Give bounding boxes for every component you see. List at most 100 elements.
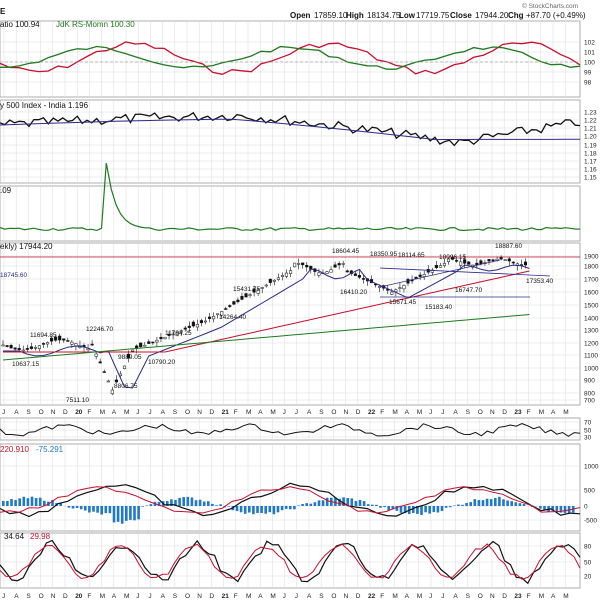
- ratio-tick-label: 1.16: [584, 167, 597, 174]
- candle-body: [29, 346, 33, 349]
- candle-body: [341, 263, 345, 265]
- x-axis-label-bottom: A: [14, 593, 19, 600]
- macd-bar: [157, 501, 161, 506]
- macd-bar: [6, 500, 9, 506]
- x-axis-label: D: [63, 409, 68, 416]
- price-annotation: 16410.20: [340, 289, 367, 296]
- candle-body: [325, 271, 329, 274]
- candle-body: [66, 340, 70, 342]
- x-axis-label: O: [39, 409, 44, 416]
- candle-body: [220, 311, 224, 316]
- candle-body: [479, 260, 483, 265]
- x-axis-label: M: [246, 409, 251, 416]
- macd-bar: [79, 506, 83, 510]
- candle-body: [503, 259, 507, 262]
- candle-body: [228, 305, 232, 307]
- candle-body: [147, 341, 151, 344]
- x-axis-label: D: [502, 409, 507, 416]
- x-axis-label-bottom: N: [490, 593, 495, 600]
- x-axis-label-bottom: M: [392, 593, 397, 600]
- macd-bar: [264, 506, 267, 514]
- x-axis-label-bottom: N: [197, 593, 202, 600]
- price-tick-label: 700: [584, 398, 595, 405]
- candle-body: [5, 345, 9, 347]
- macd-bar: [133, 506, 136, 521]
- macd-bar: [248, 506, 251, 513]
- close-value: 17944.20: [475, 11, 509, 20]
- price-annotation: 15671.45: [389, 299, 416, 306]
- macd-bar: [284, 506, 288, 509]
- candle-body: [446, 258, 451, 262]
- ratio-tick-label: 1.15: [584, 175, 597, 182]
- macd-bar: [276, 506, 280, 513]
- macd-bar: [313, 502, 317, 506]
- candle-body: [37, 345, 42, 349]
- candle-body: [25, 348, 29, 350]
- x-axis-label-bottom: A: [161, 593, 166, 600]
- x-axis-label-bottom: A: [551, 593, 556, 600]
- x-axis-label-bottom: J: [148, 593, 151, 600]
- candle-body: [252, 288, 256, 293]
- price-annotation: 15431.75: [233, 286, 260, 293]
- macd-line: [0, 482, 581, 518]
- macd-bar: [358, 499, 362, 506]
- macd-bar: [395, 506, 399, 511]
- candle-body: [353, 273, 357, 276]
- macd-bar: [350, 498, 354, 506]
- rsi-tick-label: 70: [584, 420, 592, 427]
- macd-tick-label: -500: [584, 518, 597, 525]
- candle-body: [272, 279, 276, 282]
- macd-bar: [26, 498, 30, 506]
- macd-bar: [375, 504, 378, 506]
- price-ma-long: [2, 314, 530, 361]
- rrg-momentum-line: [0, 45, 581, 70]
- x-axis-label-bottom: M: [100, 593, 105, 600]
- candle-body: [256, 289, 260, 294]
- candle-body: [203, 320, 208, 323]
- macd-bar: [539, 506, 542, 509]
- x-axis-label: O: [185, 409, 190, 416]
- macd-bar: [494, 497, 497, 506]
- macd-bar: [346, 498, 349, 506]
- x-axis-label-bottom: A: [405, 593, 410, 600]
- chg-label: Chg: [508, 11, 524, 20]
- price-annotation: 17353.40: [526, 278, 553, 285]
- candle-body: [284, 272, 289, 277]
- macd-bar: [149, 504, 153, 506]
- macd-bar: [202, 501, 206, 506]
- macd-bar: [2, 500, 5, 506]
- x-axis-label: N: [490, 409, 495, 416]
- macd-bar: [469, 502, 472, 506]
- macd-bar: [420, 506, 423, 515]
- x-axis-label: M: [100, 409, 105, 416]
- candle-body: [127, 353, 131, 359]
- macd-bar: [137, 506, 140, 520]
- macd-bar: [444, 506, 448, 508]
- candle-body: [289, 270, 293, 274]
- macd-bar: [293, 506, 296, 510]
- candle-body: [187, 325, 191, 328]
- macd-bar: [239, 506, 243, 513]
- macd-bar: [145, 505, 149, 506]
- candle-body: [102, 371, 106, 373]
- x-axis-label: M: [270, 409, 275, 416]
- x-axis-label: A: [307, 409, 312, 416]
- macd-bar: [473, 499, 477, 506]
- macd-bar: [338, 498, 341, 506]
- x-axis-label-bottom: M: [124, 593, 129, 600]
- macd-bar: [362, 501, 366, 506]
- x-axis-label-bottom: F: [234, 593, 238, 600]
- high-label: High: [346, 11, 364, 20]
- ratio-ma-line: [0, 118, 580, 141]
- x-axis-label: J: [441, 409, 444, 416]
- macd-bar: [219, 504, 222, 506]
- price-trendline-3: [379, 259, 501, 288]
- x-axis-label-bottom: D: [502, 593, 507, 600]
- price-annotation: 11794.25: [165, 330, 192, 337]
- candle-body: [434, 265, 438, 269]
- candle-body: [455, 260, 459, 262]
- macd-bar: [178, 497, 181, 506]
- candle-body: [179, 330, 183, 333]
- macd-bar: [448, 506, 452, 508]
- x-axis-label-bottom: O: [478, 593, 483, 600]
